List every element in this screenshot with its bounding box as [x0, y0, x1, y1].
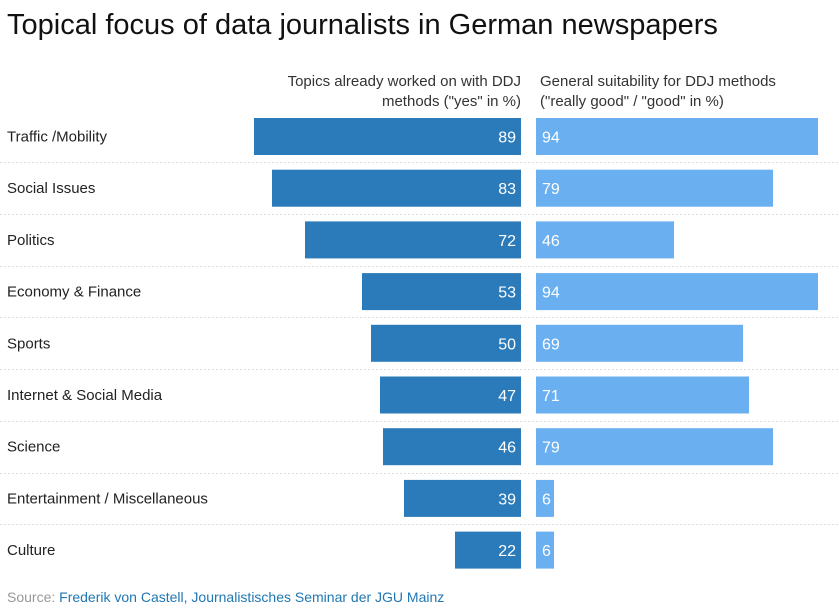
right-value-label-entertainment-miscellaneous: 6	[542, 491, 551, 508]
right-value-label-internet-social-media: 71	[542, 388, 560, 405]
right-bar-sports	[536, 324, 743, 362]
category-label-entertainment-miscellaneous: Entertainment / Miscellaneous	[7, 490, 208, 507]
left-bar-culture	[455, 531, 521, 569]
left-value-label-economy-finance: 53	[498, 285, 516, 302]
right-value-label-economy-finance: 94	[542, 285, 560, 302]
category-label-culture: Culture	[7, 542, 55, 559]
left-column-header: Topics already worked on with DDJ method…	[288, 72, 521, 112]
left-column-header-line1: Topics already worked on with DDJ	[287, 73, 521, 90]
right-bar-politics	[536, 221, 674, 259]
chart-title: Topical focus of data journalists in Ger…	[7, 9, 718, 41]
right-column-header-line2: ("really good" / "good" in %)	[540, 93, 724, 110]
right-bar-economy-finance	[536, 273, 818, 311]
left-value-label-traffic-mobility: 89	[498, 130, 516, 147]
right-column-header-line1: General suitability for DDJ methods	[540, 73, 776, 90]
left-value-label-culture: 22	[498, 543, 516, 560]
right-bar-entertainment-miscellaneous	[536, 479, 554, 517]
category-label-politics: Politics	[7, 232, 55, 249]
category-label-traffic-mobility: Traffic /Mobility	[7, 129, 108, 146]
source-label: Source:	[7, 589, 56, 605]
left-bar-entertainment-miscellaneous	[404, 479, 521, 517]
left-bar-politics	[305, 221, 521, 259]
left-value-label-sports: 50	[498, 336, 516, 353]
right-bar-science	[536, 428, 773, 466]
right-value-label-traffic-mobility: 94	[542, 130, 560, 147]
category-label-science: Science	[7, 439, 60, 456]
left-bar-sports	[371, 324, 521, 362]
right-value-label-science: 79	[542, 440, 560, 457]
category-label-internet-social-media: Internet & Social Media	[7, 387, 163, 404]
right-bar-traffic-mobility	[536, 118, 818, 155]
right-value-label-social-issues: 79	[542, 181, 560, 198]
right-bar-social-issues	[536, 169, 773, 207]
left-value-label-science: 46	[498, 440, 516, 457]
right-bar-culture	[536, 531, 554, 569]
left-bar-social-issues	[272, 169, 521, 207]
left-value-label-internet-social-media: 47	[498, 388, 516, 405]
category-label-social-issues: Social Issues	[7, 180, 95, 197]
right-value-label-sports: 69	[542, 336, 560, 353]
source-note: Source: Frederik von Castell, Journalist…	[7, 589, 444, 605]
source-link[interactable]: Frederik von Castell, Journalistisches S…	[59, 589, 445, 605]
category-label-economy-finance: Economy & Finance	[7, 284, 141, 301]
right-value-label-culture: 6	[542, 543, 551, 560]
right-value-label-politics: 46	[542, 233, 560, 250]
right-bar-internet-social-media	[536, 376, 749, 414]
right-column-header: General suitability for DDJ methods ("re…	[540, 72, 776, 112]
left-column-header-line2: methods ("yes" in %)	[381, 93, 521, 110]
left-value-label-entertainment-miscellaneous: 39	[498, 491, 516, 508]
left-bar-traffic-mobility	[254, 118, 521, 155]
category-label-sports: Sports	[7, 335, 50, 352]
left-bar-science	[383, 428, 521, 466]
left-value-label-politics: 72	[498, 233, 516, 250]
left-bar-economy-finance	[362, 273, 521, 311]
left-value-label-social-issues: 83	[498, 181, 516, 198]
left-bar-internet-social-media	[380, 376, 521, 414]
